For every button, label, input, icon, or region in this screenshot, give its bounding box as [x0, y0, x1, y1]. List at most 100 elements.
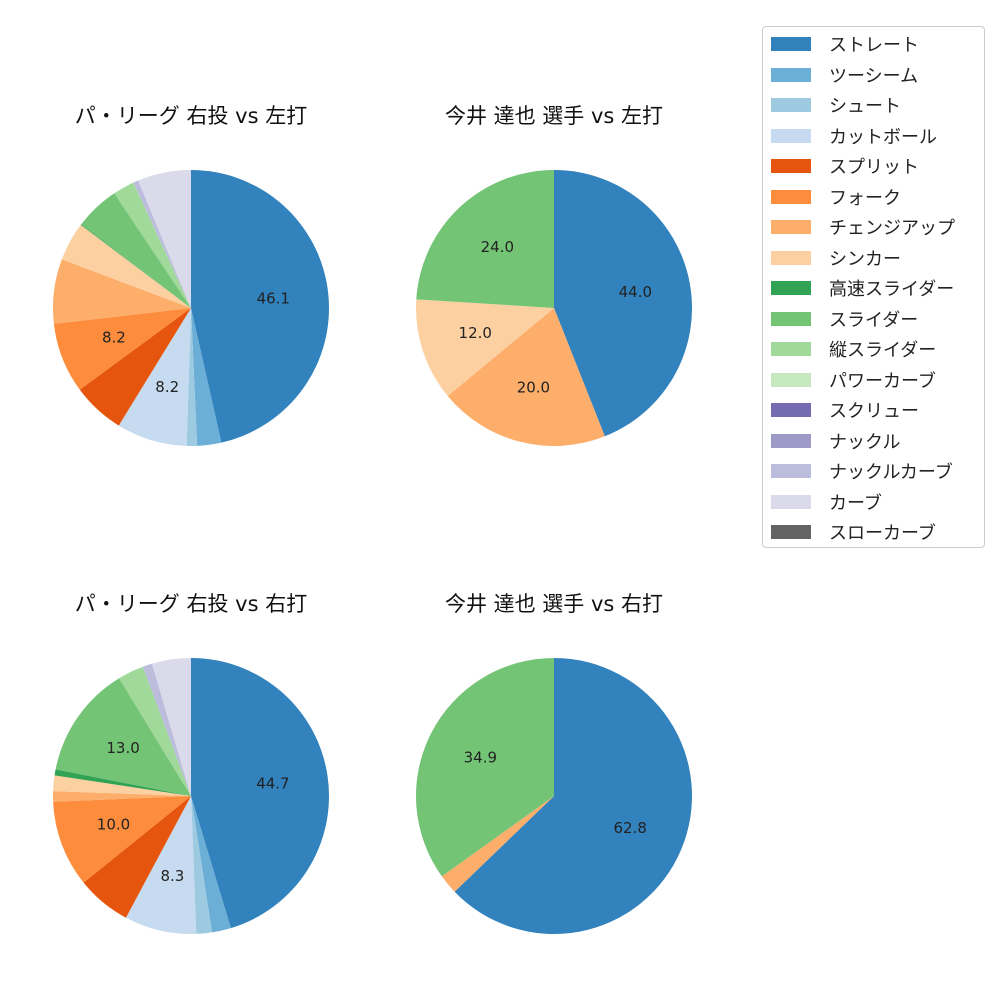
legend-item: カットボール — [771, 123, 937, 149]
legend-item: シンカー — [771, 245, 901, 271]
pie-slice-8 — [54, 769, 192, 796]
pie-slice-0 — [191, 658, 330, 929]
slice-data-label: 62.8 — [613, 819, 646, 837]
legend-item: スローカーブ — [771, 519, 936, 545]
legend-item: シュート — [771, 92, 901, 118]
legend-swatch — [771, 433, 811, 448]
pie-slice-9 — [55, 678, 192, 796]
legend-item: カーブ — [771, 489, 882, 515]
legend-swatch — [771, 189, 811, 204]
legend-item: スプリット — [771, 153, 919, 179]
legend-label: スライダー — [829, 309, 919, 331]
legend-swatch — [771, 464, 811, 478]
slice-data-label: 8.2 — [102, 329, 126, 347]
pie-slice-7 — [53, 775, 192, 796]
legend-swatch — [771, 525, 811, 539]
pie-slice-5 — [53, 796, 191, 883]
pie-slice-1 — [191, 308, 222, 446]
pie-slice-3 — [125, 796, 197, 934]
pie-slice-1 — [191, 796, 231, 933]
pie-slice-0 — [454, 658, 692, 934]
legend-item: パワーカーブ — [771, 367, 936, 393]
slice-data-label: 24.0 — [481, 238, 514, 256]
legend-label: チェンジアップ — [829, 218, 955, 239]
slice-data-label: 34.9 — [464, 749, 497, 767]
pie-chart: 44.7 8.3 10.0 13.0 — [53, 658, 330, 934]
slice-data-label: 13.0 — [106, 739, 139, 757]
pie-slice-6 — [447, 308, 605, 446]
pie-panel-pl-vs-left: パ・リーグ 右投 vs 左打 46.1 8.2 8.2 — [21, 100, 361, 520]
pie-slice-0 — [191, 170, 330, 443]
pie-panel-imai-vs-left: 今井 達也 選手 vs 左打 44.0 20.0 12.0 24.0 — [384, 100, 724, 520]
legend-item: チェンジアップ — [771, 214, 955, 240]
pie-slice-10 — [114, 182, 191, 308]
legend-swatch — [771, 98, 811, 112]
legend-item: ナックル — [771, 428, 900, 454]
legend-swatch — [771, 342, 811, 356]
pie-slice-15 — [138, 170, 191, 308]
legend-swatch — [771, 250, 811, 265]
chart-title: 今井 達也 選手 vs 左打 — [444, 104, 664, 128]
slice-data-label: 12.0 — [459, 324, 492, 342]
legend-label: カーブ — [829, 492, 882, 514]
pie-slice-9 — [416, 658, 554, 877]
slice-data-label: 46.1 — [257, 289, 290, 307]
pie-slice-2 — [191, 796, 213, 934]
slice-data-label: 8.3 — [160, 867, 184, 885]
legend-label: ツーシーム — [829, 65, 919, 87]
pie-panel-pl-vs-right: パ・リーグ 右投 vs 右打 44.7 8.3 10.0 13.0 — [21, 588, 361, 1008]
pie-slice-14 — [133, 180, 191, 308]
legend-label: パワーカーブ — [829, 370, 936, 392]
pie-slice-10 — [119, 666, 191, 796]
legend-label: フォーク — [829, 187, 901, 209]
pie-chart: 62.8 34.9 — [416, 658, 692, 934]
chart-title: 今井 達也 選手 vs 右打 — [444, 592, 664, 616]
slice-data-label: 44.0 — [619, 283, 652, 301]
legend-swatch — [771, 128, 811, 143]
pie-slice-9 — [416, 170, 554, 308]
legend-swatch — [771, 220, 811, 234]
pie-slice-8 — [80, 224, 191, 308]
pie-slice-6 — [53, 791, 191, 802]
legend-label: シンカー — [829, 248, 901, 270]
legend-label: スプリット — [829, 157, 919, 178]
slice-data-label: 20.0 — [517, 379, 550, 397]
pie-slice-3 — [118, 308, 191, 446]
pie-chart: 44.0 20.0 12.0 24.0 — [416, 170, 692, 446]
legend-item: スクリュー — [771, 397, 919, 423]
legend-swatch — [771, 67, 811, 82]
chart-legend: ストレートツーシームシュートカットボールスプリットフォークチェンジアップ シンカー… — [762, 26, 985, 548]
slice-data-label: 8.2 — [155, 378, 179, 396]
chart-title: パ・リーグ 右投 vs 右打 — [74, 592, 308, 616]
slice-data-label: 44.7 — [256, 774, 289, 792]
pie-chart: 46.1 8.2 8.2 — [53, 170, 330, 446]
legend-item: 縦スライダー — [771, 336, 936, 362]
pie-slice-7 — [61, 224, 192, 308]
legend-label: スクリュー — [829, 401, 919, 422]
legend-item: フォーク — [771, 184, 901, 210]
chart-title: パ・リーグ 右投 vs 左打 — [74, 104, 308, 128]
legend-label: ストレート — [829, 35, 919, 56]
pie-slice-7 — [416, 299, 554, 396]
legend-label: シュート — [829, 96, 901, 117]
legend-label: 高速スライダー — [829, 279, 955, 300]
pie-panel-imai-vs-right: 今井 達也 選手 vs 右打 62.8 34.9 — [384, 588, 724, 1008]
legend-swatch — [771, 311, 811, 326]
pie-slice-14 — [142, 663, 191, 796]
legend-label: スローカーブ — [829, 523, 936, 544]
slice-data-label: 10.0 — [97, 816, 130, 834]
legend-swatch — [771, 37, 811, 51]
legend-item: ツーシーム — [771, 62, 918, 88]
legend-label: ナックル — [829, 431, 901, 453]
pie-slice-6 — [53, 259, 191, 324]
pie-slice-6 — [441, 796, 554, 892]
pie-slice-4 — [83, 796, 191, 918]
pie-slice-0 — [554, 170, 692, 437]
legend-label: ナックルカーブ — [829, 462, 953, 483]
pie-slice-4 — [79, 308, 191, 426]
legend-swatch — [771, 281, 811, 295]
pie-slice-15 — [151, 658, 191, 796]
legend-swatch — [771, 372, 811, 387]
legend-item: ナックルカーブ — [771, 458, 953, 484]
pie-slice-9 — [81, 193, 191, 308]
